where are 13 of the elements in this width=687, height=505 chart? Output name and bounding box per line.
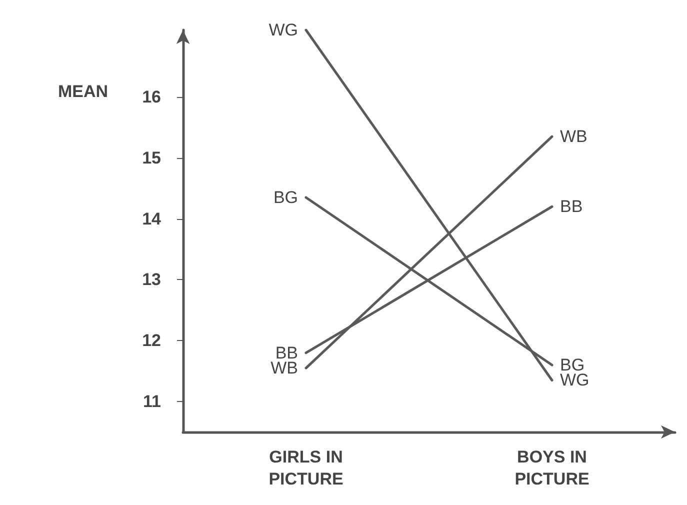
y-axis-title: MEAN bbox=[58, 82, 108, 101]
x-tick-label: GIRLS IN PICTURE bbox=[268, 448, 344, 488]
y-tick-label: 15 bbox=[142, 148, 161, 168]
y-tick-label: 12 bbox=[142, 331, 161, 350]
text: BB bbox=[560, 197, 583, 216]
y-tick-label: 16 bbox=[142, 88, 161, 106]
text: WB bbox=[560, 127, 588, 146]
series-label: BG bbox=[273, 188, 298, 207]
y-tick-label: 13 bbox=[142, 270, 161, 290]
series-label: WG bbox=[268, 20, 298, 40]
y-tick-label: 14 bbox=[142, 209, 162, 228]
y-tick-label: 11 bbox=[143, 392, 161, 412]
x-tick-label: BOYS IN PICTURE bbox=[514, 448, 590, 488]
